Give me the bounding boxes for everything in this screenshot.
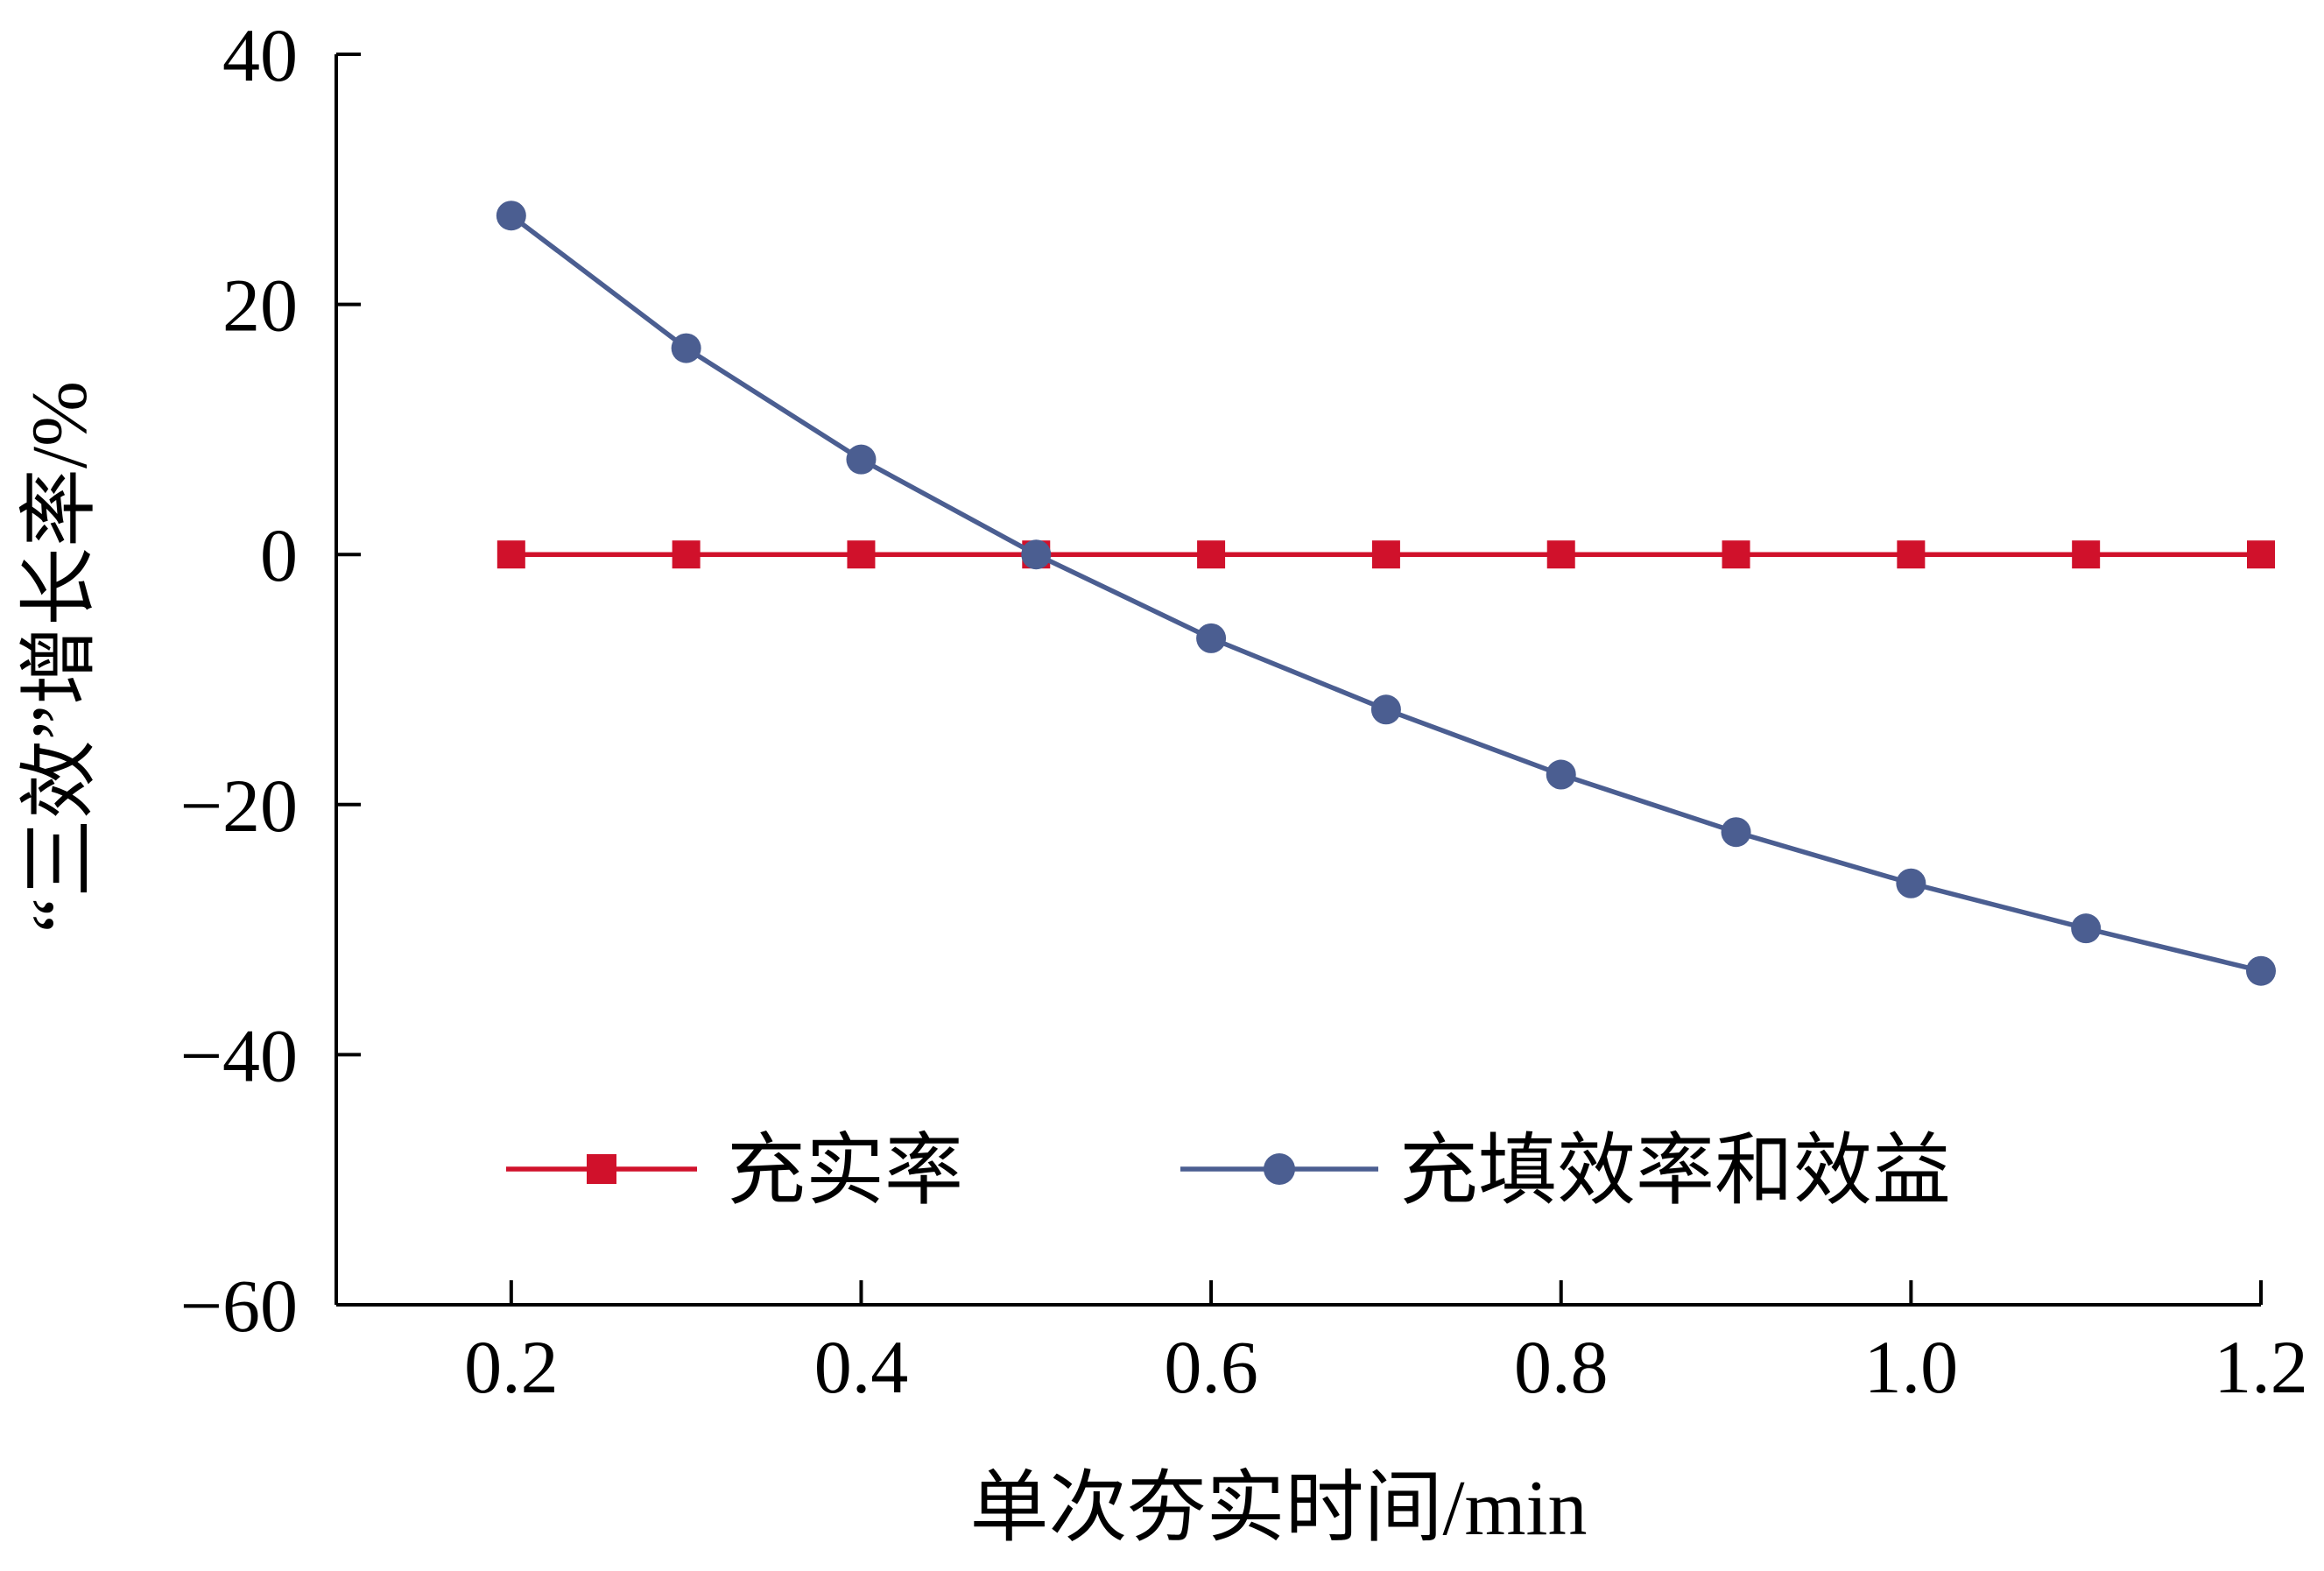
series-2-point <box>1896 868 1926 898</box>
y-axis-title: “三效”增长率/% <box>17 381 103 933</box>
series-2-point <box>671 333 701 363</box>
series-2 <box>496 201 2276 986</box>
series-2-point <box>2246 955 2276 986</box>
series-2-point <box>1546 759 1576 790</box>
series-1-point <box>1371 540 1400 569</box>
series-2-point <box>1021 539 1052 570</box>
x-tick-label: 0.2 <box>464 1325 559 1409</box>
y-tick-label: 0 <box>260 513 298 597</box>
series-2-point <box>1196 623 1227 653</box>
series-1-point <box>1197 540 1226 569</box>
legend-marker <box>587 1154 616 1184</box>
series-1-point <box>496 540 525 569</box>
y-tick-label: −20 <box>180 764 298 848</box>
series-layer <box>496 201 2276 986</box>
series-1-point <box>2247 540 2275 569</box>
x-tick-label: 0.6 <box>1164 1325 1258 1409</box>
series-1-point <box>847 540 876 569</box>
series-2-point <box>2071 913 2102 944</box>
x-tick-label: 1.2 <box>2214 1325 2308 1409</box>
y-tick-label: −40 <box>180 1013 298 1097</box>
x-tick-label: 0.4 <box>814 1325 909 1409</box>
series-2-point <box>1721 817 1751 848</box>
series-1-point <box>1546 540 1575 569</box>
legend-item-1: 充实率 <box>506 1128 963 1215</box>
y-tick-label: −60 <box>180 1264 298 1348</box>
y-tick-label: 20 <box>222 264 298 348</box>
y-tick-label: 40 <box>222 13 298 97</box>
legend-label: 充填效率和效益 <box>1399 1128 1951 1215</box>
series-1-point <box>1897 540 1926 569</box>
series-1-point <box>1722 540 1750 569</box>
series-1 <box>496 540 2275 569</box>
series-2-line <box>510 214 2262 974</box>
series-2-point <box>846 444 877 475</box>
legend-marker <box>1264 1153 1295 1185</box>
legend: 充实率 充填效率和效益 <box>506 1128 1951 1215</box>
series-2-point <box>1370 694 1401 725</box>
series-2-point <box>496 201 526 231</box>
axes: 40 20 0 −20 −40 −60 0.2 0.4 0.6 0.8 1.0 1.2 <box>180 13 2307 1409</box>
x-tick-label: 1.0 <box>1864 1325 1959 1409</box>
series-1-point <box>672 540 701 569</box>
legend-item-2: 充填效率和效益 <box>1180 1128 1951 1215</box>
x-axis-title: 单次夯实时间/min <box>969 1465 1587 1552</box>
series-1-point <box>2072 540 2101 569</box>
x-tick-label: 0.8 <box>1514 1325 1609 1409</box>
legend-label: 充实率 <box>727 1128 963 1215</box>
